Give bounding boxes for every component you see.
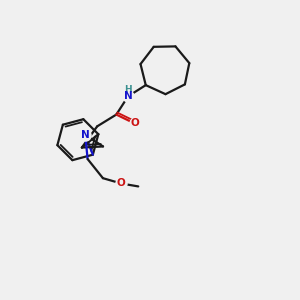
Text: N: N <box>124 91 133 101</box>
Text: O: O <box>130 118 139 128</box>
Text: O: O <box>117 178 126 188</box>
Text: N: N <box>81 130 90 140</box>
Text: H: H <box>124 85 132 94</box>
